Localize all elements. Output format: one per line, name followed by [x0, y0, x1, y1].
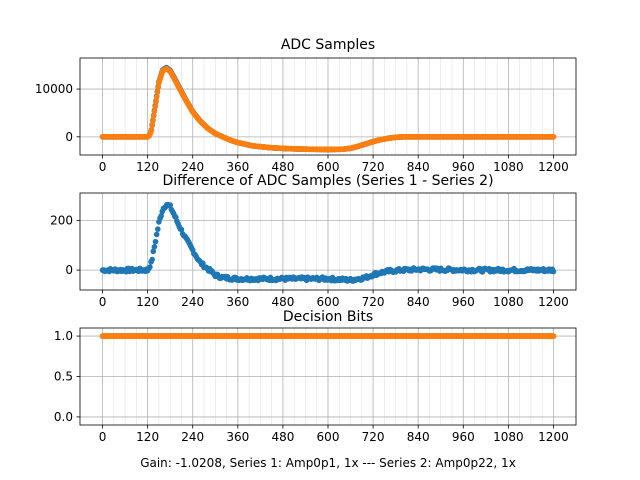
x-tick-label: 840: [407, 295, 430, 309]
y-axis: 0 200: [50, 213, 80, 277]
y-tick-label: 0: [65, 130, 73, 144]
data-point: [153, 94, 160, 100]
grid: [80, 328, 576, 425]
data-point: [150, 113, 157, 119]
data-point: [158, 213, 164, 219]
data-point: [550, 333, 557, 339]
x-tick-label: 720: [362, 295, 385, 309]
data-point: [151, 108, 158, 115]
x-tick-label: 960: [452, 430, 475, 444]
x-tick-label: 960: [452, 160, 475, 174]
x-tick-label: 1080: [493, 430, 524, 444]
x-tick-label: 120: [136, 430, 159, 444]
data-point: [152, 238, 159, 245]
x-tick-label: 360: [226, 295, 249, 309]
y-tick-label: 0.0: [54, 410, 73, 424]
x-axis: 0 120 240 360 480 600 720 840 960 1080 1200: [99, 155, 569, 174]
panel-adc-samples: ADC Samples 0 120 240 360 480 600 720 840 960 108…: [35, 37, 577, 174]
data-point: [147, 264, 153, 270]
x-tick-label: 0: [99, 295, 107, 309]
data-marks: [99, 333, 557, 339]
x-axis: 0 120 240 360 480 600 720 840 960 1080 1200: [99, 290, 569, 309]
data-point: [167, 202, 173, 208]
y-tick-label: 0.5: [54, 370, 73, 384]
x-tick-label: 720: [362, 430, 385, 444]
data-point: [153, 99, 159, 105]
x-tick-label: 360: [226, 160, 249, 174]
x-tick-label: 1080: [493, 295, 524, 309]
x-tick-label: 360: [226, 430, 249, 444]
series-2-markers: [99, 65, 557, 153]
data-point: [550, 134, 557, 140]
x-tick-label: 480: [271, 295, 294, 309]
y-tick-label: 0: [65, 263, 73, 277]
x-axis: 0 120 240 360 480 600 720 840 960 1080 1200: [99, 425, 569, 444]
x-tick-label: 840: [407, 430, 430, 444]
panel-title: Difference of ADC Samples (Series 1 - Se…: [162, 173, 493, 189]
data-point: [150, 117, 156, 124]
data-point: [149, 256, 155, 263]
data-point: [550, 268, 557, 275]
x-tick-label: 1080: [493, 160, 524, 174]
data-point: [150, 248, 157, 255]
x-tick-label: 720: [362, 160, 385, 174]
data-marks: [99, 64, 557, 153]
x-tick-label: 0: [99, 430, 107, 444]
x-tick-label: 240: [181, 160, 204, 174]
x-tick-label: 1200: [538, 160, 569, 174]
panel-title: Decision Bits: [283, 309, 373, 325]
data-point: [155, 84, 161, 91]
footer-caption: Gain: -1.0208, Series 1: Amp0p1, 1x --- …: [140, 456, 516, 470]
data-point: [153, 231, 160, 238]
x-tick-label: 120: [136, 160, 159, 174]
y-axis: 0 10000: [35, 82, 80, 144]
x-tick-label: 960: [452, 295, 475, 309]
data-marks: [99, 201, 557, 284]
data-point: [148, 127, 155, 133]
data-point: [152, 103, 158, 110]
x-tick-label: 240: [181, 295, 204, 309]
y-tick-label: 10000: [35, 82, 73, 96]
panel-decision-bits: 0 120 240 360 480 600 720 840 960 1080 1200 0.0 0.5…: [54, 309, 577, 444]
y-axis: 0.0 0.5 1.0: [54, 329, 80, 424]
x-tick-label: 480: [271, 430, 294, 444]
data-point: [154, 89, 161, 96]
y-tick-label: 200: [50, 213, 73, 227]
x-tick-label: 840: [407, 160, 430, 174]
x-tick-label: 600: [317, 430, 340, 444]
x-tick-label: 600: [317, 295, 340, 309]
x-tick-label: 1200: [538, 430, 569, 444]
panel-title: ADC Samples: [281, 37, 375, 53]
x-tick-label: 480: [271, 160, 294, 174]
x-tick-label: 1200: [538, 295, 569, 309]
series-1-markers: [99, 201, 557, 284]
y-tick-label: 1.0: [54, 329, 73, 343]
x-tick-label: 0: [99, 160, 107, 174]
x-tick-label: 120: [136, 295, 159, 309]
data-point: [154, 226, 161, 232]
data-point: [149, 122, 155, 129]
panel-difference: 0 120 240 360 480 600 720 840 960 1080 1200 0 200 D…: [50, 173, 577, 309]
x-tick-label: 600: [317, 160, 340, 174]
series-2-markers: [99, 333, 557, 339]
x-tick-label: 240: [181, 430, 204, 444]
data-point: [151, 244, 158, 250]
data-point: [178, 226, 185, 233]
